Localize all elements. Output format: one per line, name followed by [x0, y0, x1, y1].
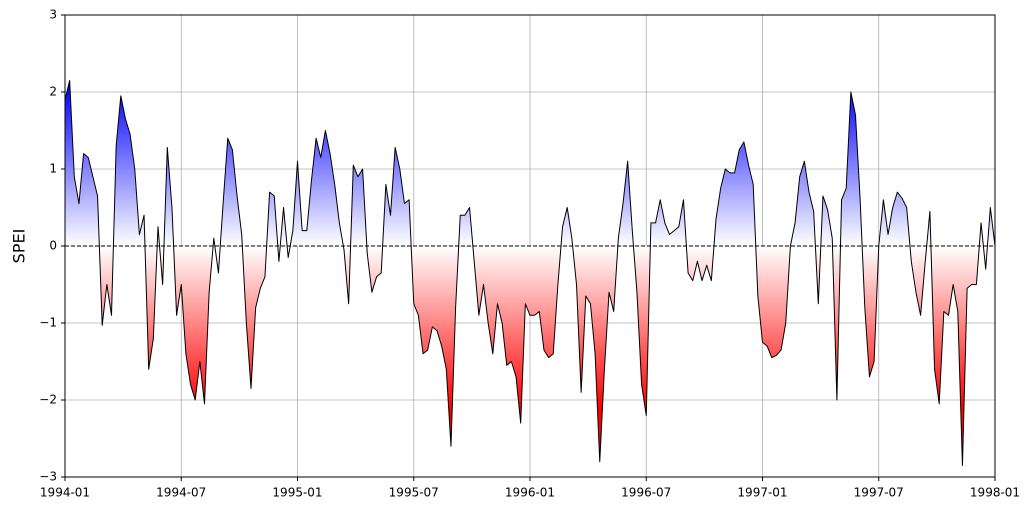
x-tick-label: 1998-01 — [970, 486, 1020, 500]
y-tick-label: −3 — [39, 470, 57, 484]
x-tick-label: 1994-07 — [156, 486, 206, 500]
x-tick-label: 1997-07 — [854, 486, 904, 500]
y-tick-label: −2 — [39, 393, 57, 407]
x-tick-label: 1996-07 — [621, 486, 671, 500]
x-tick-label: 1996-01 — [505, 486, 555, 500]
y-tick-label: 3 — [49, 8, 57, 22]
x-tick-label: 1995-01 — [272, 486, 322, 500]
y-tick-label: 1 — [49, 162, 57, 176]
y-tick-label: −1 — [39, 316, 57, 330]
y-axis-label: SPEI — [10, 229, 29, 264]
x-tick-label: 1995-07 — [389, 486, 439, 500]
plot-frame — [64, 14, 996, 478]
x-tick-label: 1997-01 — [737, 486, 787, 500]
line — [64, 79, 996, 466]
x-tick-label: 1994-01 — [40, 486, 90, 500]
y-tick-label: 2 — [49, 85, 57, 99]
y-tick-label: 0 — [49, 239, 57, 253]
negative-area — [65, 246, 995, 466]
positive-area — [65, 80, 995, 246]
